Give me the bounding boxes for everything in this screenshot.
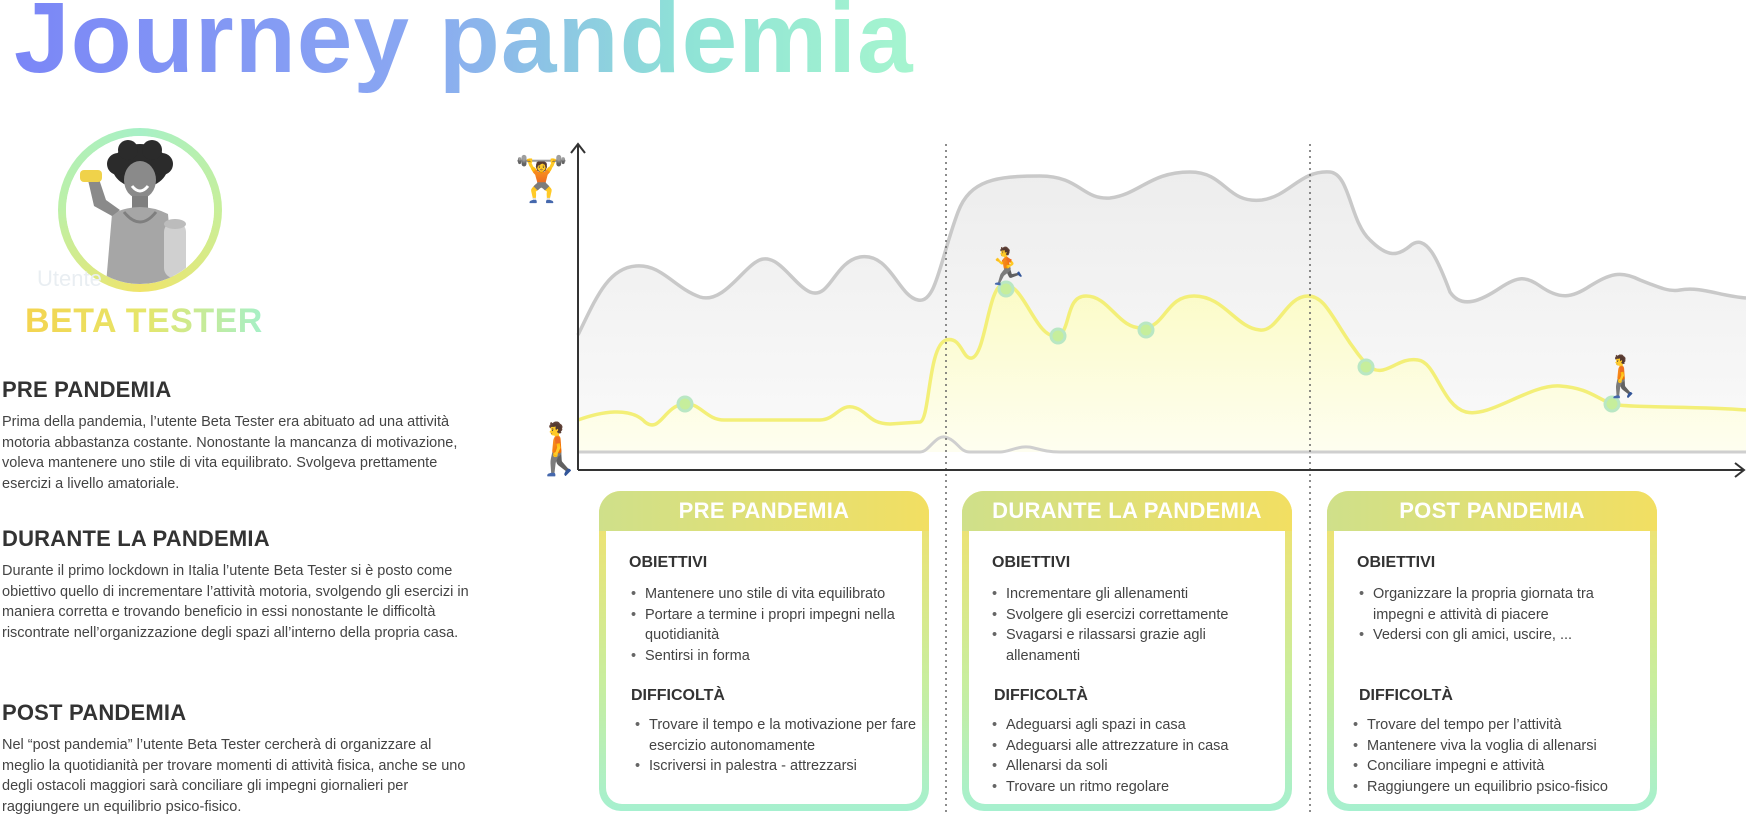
list-item: Adeguarsi agli spazi in casa xyxy=(988,715,1280,736)
list-item: Svagarsi e rilassarsi grazie agli allena… xyxy=(988,625,1278,666)
difficulties-title: DIFFICOLTÀ xyxy=(1359,687,1453,704)
list-item: Conciliare impegni e attività xyxy=(1349,756,1645,777)
objectives-title: OBIETTIVI xyxy=(629,554,708,571)
card-header: POST PANDEMIA xyxy=(1327,491,1657,531)
list-item: Portare a termine i propri impegni nella… xyxy=(627,605,917,646)
journey-markers xyxy=(676,280,1621,413)
weightlifter-icon: 🏋️ xyxy=(514,154,569,205)
card-header: DURANTE LA PANDEMIA xyxy=(962,491,1292,531)
walking-person-icon: 🚶 xyxy=(1598,353,1648,400)
journey-marker xyxy=(997,280,1015,298)
phase-heading: DURANTE LA PANDEMIA xyxy=(2,526,270,551)
card-post-pandemia: POST PANDEMIA OBIETTIVI Organizzare la p… xyxy=(1327,491,1657,811)
list-item: Mantenere viva la voglia di allenarsi xyxy=(1349,736,1645,757)
list-item: Trovare un ritmo regolare xyxy=(988,777,1280,798)
lower-curve-area xyxy=(578,284,1746,452)
list-item: Svolgere gli esercizi correttamente xyxy=(988,605,1278,626)
list-item: Raggiungere un equilibrio psico-fisico xyxy=(1349,777,1645,798)
journey-marker xyxy=(1137,321,1155,339)
upper-curve-line xyxy=(576,170,1746,336)
card-durante-pandemia: DURANTE LA PANDEMIA OBIETTIVI Incrementa… xyxy=(962,491,1292,811)
phase-heading: POST PANDEMIA xyxy=(2,700,187,725)
objectives-list: Incrementare gli allenamenti Svolgere gl… xyxy=(988,584,1278,666)
persona-type-label: Utente xyxy=(37,266,102,291)
page-title: Journey pandemia xyxy=(14,0,914,98)
persona-avatar xyxy=(58,128,222,292)
objectives-title: OBIETTIVI xyxy=(992,554,1071,571)
walking-person-icon: 🚶 xyxy=(528,420,590,478)
card-header: PRE PANDEMIA xyxy=(599,491,929,531)
phase-description: Prima della pandemia, l’utente Beta Test… xyxy=(2,414,458,492)
phase-durante-pandemia: DURANTE LA PANDEMIA Durante il primo loc… xyxy=(2,526,472,643)
phase-post-pandemia: POST PANDEMIA Nel “post pandemia” l’uten… xyxy=(2,700,472,817)
list-item: Adeguarsi alle attrezzature in casa xyxy=(988,736,1280,757)
running-person-icon: 🏃 xyxy=(984,246,1029,288)
phase-description: Nel “post pandemia” l’utente Beta Tester… xyxy=(2,737,466,815)
difficulties-title: DIFFICOLTÀ xyxy=(994,687,1088,704)
list-item: Mantenere uno stile di vita equilibrato xyxy=(627,584,917,605)
phase-heading: PRE PANDEMIA xyxy=(2,377,172,402)
x-axis-arrow xyxy=(1734,462,1746,478)
list-item: Allenarsi da soli xyxy=(988,756,1280,777)
objectives-list: Mantenere uno stile di vita equilibrato … xyxy=(627,584,917,666)
list-item: Trovare il tempo e la motivazione per fa… xyxy=(631,715,923,756)
persona-name: BETA TESTER xyxy=(25,302,263,340)
journey-marker xyxy=(1357,358,1375,376)
difficulties-list: Adeguarsi agli spazi in casa Adeguarsi a… xyxy=(988,715,1280,797)
list-item: Incrementare gli allenamenti xyxy=(988,584,1278,605)
upper-curve-area xyxy=(578,171,1746,452)
baseline-line xyxy=(578,435,1746,454)
difficulties-title: DIFFICOLTÀ xyxy=(631,687,725,704)
list-item: Vedersi con gli amici, uscire, ... xyxy=(1355,625,1645,646)
list-item: Iscriversi in palestra - attrezzarsi xyxy=(631,756,923,777)
objectives-list: Organizzare la propria giornata tra impe… xyxy=(1355,584,1645,646)
journey-marker xyxy=(1049,327,1067,345)
list-item: Sentirsi in forma xyxy=(627,646,917,667)
objectives-title: OBIETTIVI xyxy=(1357,554,1436,571)
avatar-photo xyxy=(66,136,214,284)
list-item: Trovare del tempo per l’attività xyxy=(1349,715,1645,736)
card-pre-pandemia: PRE PANDEMIA OBIETTIVI Mantenere uno sti… xyxy=(599,491,929,811)
phase-description: Durante il primo lockdown in Italia l’ut… xyxy=(2,563,469,641)
journey-marker xyxy=(676,395,694,413)
phase-pre-pandemia: PRE PANDEMIA Prima della pandemia, l’ute… xyxy=(2,377,472,494)
difficulties-list: Trovare del tempo per l’attività Mantene… xyxy=(1349,715,1645,797)
lower-curve-line xyxy=(577,282,1746,427)
y-axis-arrow xyxy=(570,142,586,154)
list-item: Organizzare la propria giornata tra impe… xyxy=(1355,584,1645,625)
journey-marker xyxy=(1603,395,1621,413)
difficulties-list: Trovare il tempo e la motivazione per fa… xyxy=(631,715,923,777)
